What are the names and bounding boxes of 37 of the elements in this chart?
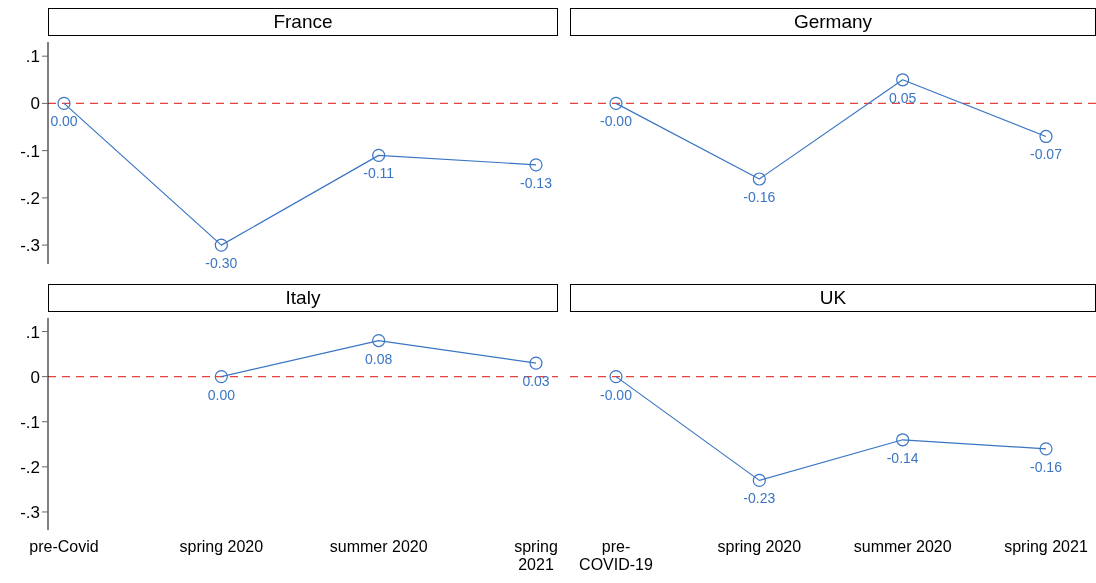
data-label: 0.03 xyxy=(522,373,550,390)
data-label: -0.11 xyxy=(363,165,395,182)
chart-title: UK xyxy=(570,284,1096,312)
chart-title: France xyxy=(48,8,558,36)
data-label: -0.23 xyxy=(743,490,776,507)
y-tick-label: .1 xyxy=(25,47,40,67)
x-tick-label: summer 2020 xyxy=(853,538,952,555)
y-tick-label: 0 xyxy=(30,367,40,387)
data-label: -0.14 xyxy=(886,449,919,466)
data-label: -0.00 xyxy=(600,113,633,130)
data-label: -0.07 xyxy=(1030,146,1063,163)
y-tick-label: -.1 xyxy=(20,412,40,432)
x-tick-label: summer 2020 xyxy=(329,538,428,555)
data-label: -0.00 xyxy=(600,386,633,403)
chart-title: Italy xyxy=(48,284,558,312)
data-label: -0.16 xyxy=(1030,458,1063,475)
x-tick-label: spring 2020 xyxy=(717,538,802,555)
x-tick-label: pre-Covid xyxy=(29,538,99,555)
data-label: -0.13 xyxy=(520,174,553,191)
x-tick-label: spring 2021 xyxy=(514,538,558,573)
data-label: 0.00 xyxy=(207,386,236,403)
data-label: 0.00 xyxy=(50,113,78,130)
data-label: -0.16 xyxy=(743,188,776,205)
y-tick-label: -.1 xyxy=(20,141,40,161)
y-tick-label: -.2 xyxy=(20,457,40,477)
data-label: 0.05 xyxy=(889,89,917,106)
y-tick-label: 0 xyxy=(30,94,40,114)
chart-title: Germany xyxy=(570,8,1096,36)
y-tick-label: .1 xyxy=(25,322,40,342)
x-tick-label: spring 2021 xyxy=(1004,538,1088,555)
y-tick-label: -.3 xyxy=(20,236,40,256)
data-label: -0.30 xyxy=(205,255,238,272)
data-label: 0.08 xyxy=(365,350,393,367)
x-tick-label: spring 2020 xyxy=(179,538,264,555)
x-tick-label: pre-COVID-19 xyxy=(579,538,653,573)
y-tick-label: -.3 xyxy=(20,502,40,522)
y-tick-label: -.2 xyxy=(20,188,40,208)
